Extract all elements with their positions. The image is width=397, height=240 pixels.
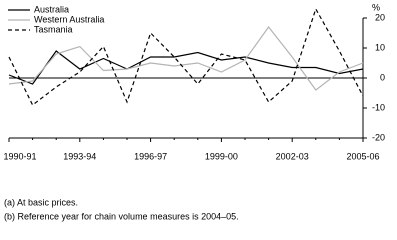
y-tick-label: -20 [372, 132, 385, 142]
x-tick-label: 1993-94 [63, 151, 96, 161]
y-axis-label: % [372, 2, 380, 12]
legend-label: Australia [34, 4, 69, 14]
y-tick-label: 0 [380, 72, 385, 82]
series-line [8, 26, 364, 91]
x-tick-label: 1996-97 [134, 151, 167, 161]
y-tick-label: 10 [375, 42, 385, 52]
legend-label: Western Australia [34, 14, 104, 24]
series-line [8, 7, 364, 106]
footnote: (b) Reference year for chain volume meas… [4, 211, 239, 221]
chart: % (a) At basic prices. (b) Reference yea… [3, 2, 385, 221]
x-tick-label: 2005-06 [346, 151, 379, 161]
x-tick-label: 1999-00 [205, 151, 238, 161]
y-tick-label: 20 [375, 12, 385, 22]
series-line [8, 50, 364, 85]
x-tick-label: 2002-03 [276, 151, 309, 161]
legend-label: Tasmania [34, 24, 73, 34]
y-tick-label: -10 [372, 102, 385, 112]
x-tick-label: 1990-91 [3, 151, 36, 161]
footnote: (a) At basic prices. [4, 197, 78, 207]
